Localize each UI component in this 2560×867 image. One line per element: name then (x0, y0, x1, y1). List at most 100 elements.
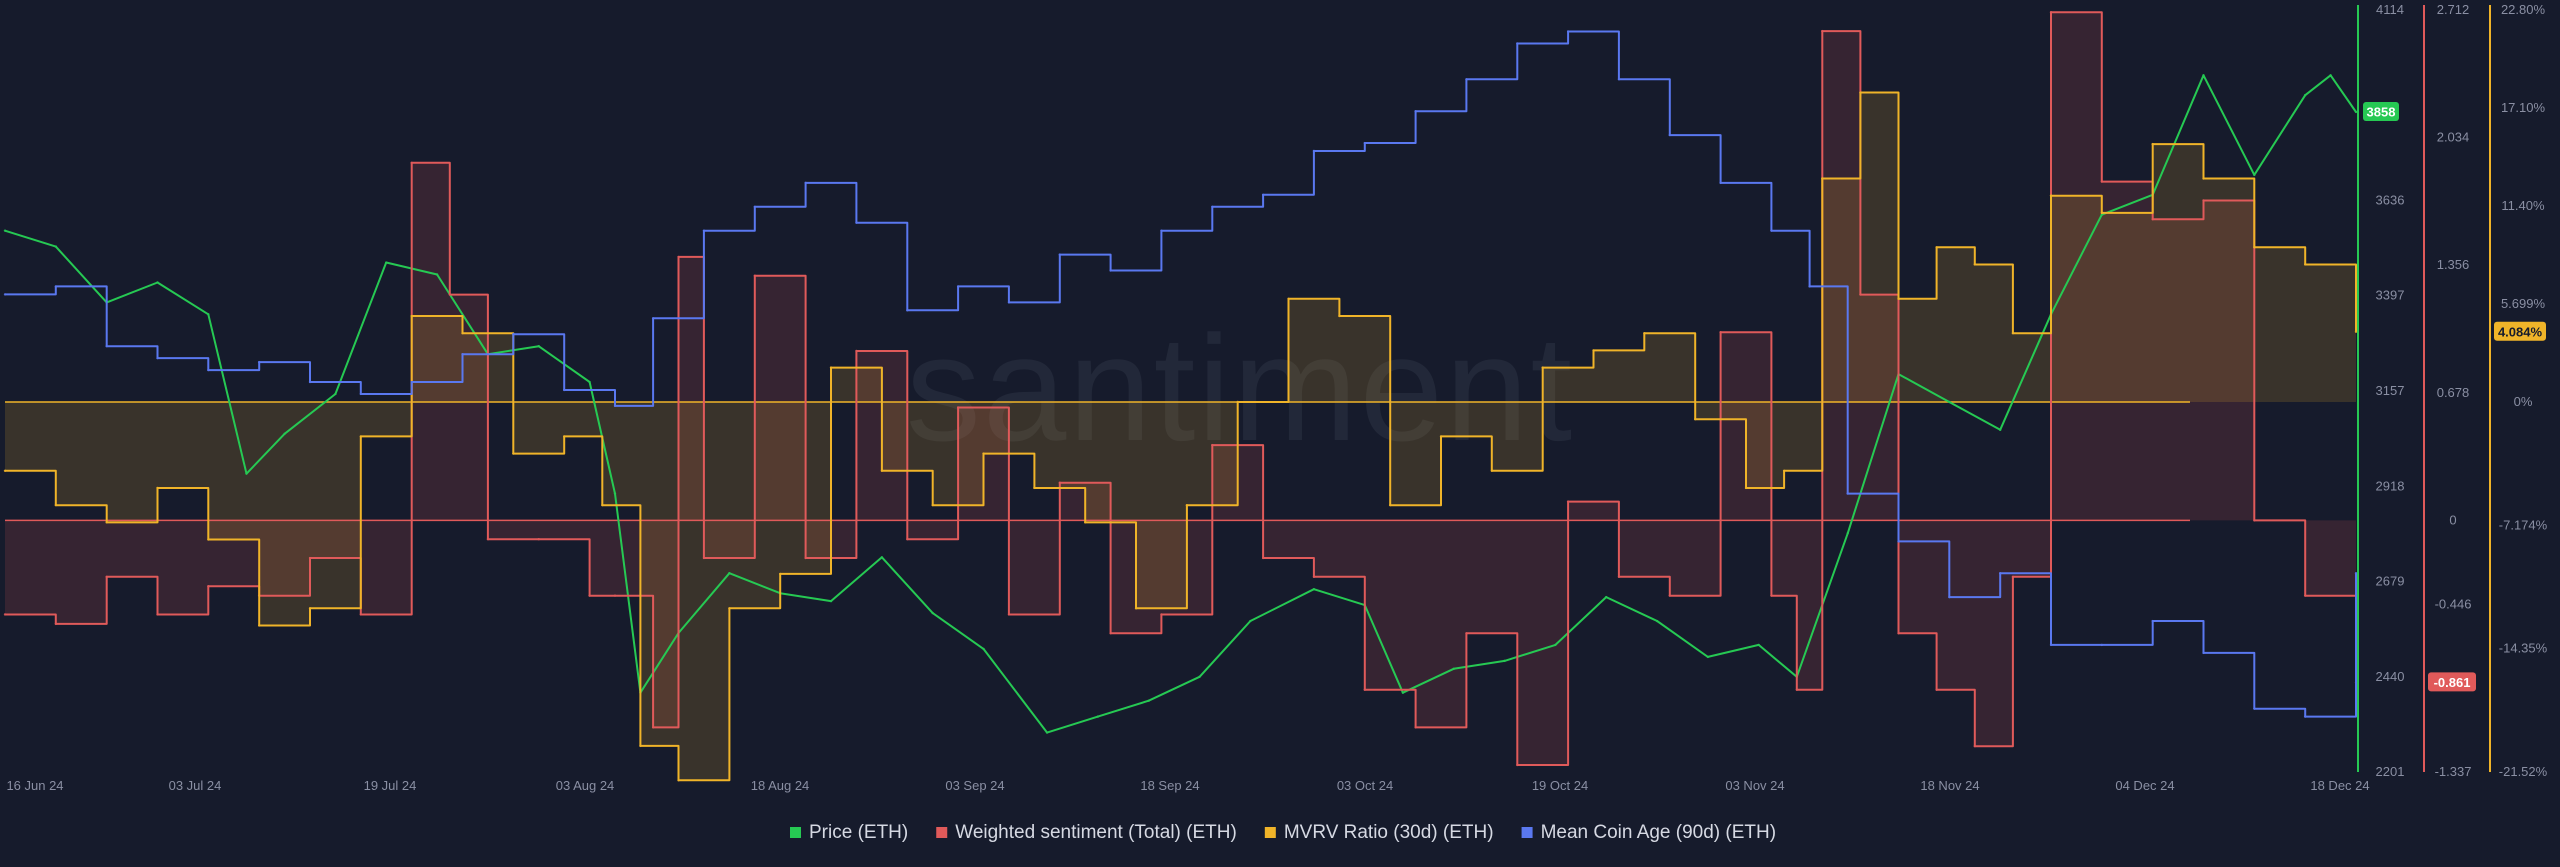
x-axis-ticks: 16 Jun 24 03 Jul 24 19 Jul 24 03 Aug 24 18 A… (6, 778, 2369, 793)
series-point-0 (588, 380, 591, 384)
series-point-2 (1185, 503, 1189, 507)
legend-swatch-0 (790, 827, 801, 838)
series-point-2 (2202, 177, 2205, 180)
series-point-3 (2354, 572, 2358, 575)
series-point-0 (1554, 643, 1557, 647)
series-point-3 (105, 344, 108, 348)
price-value-badge (2363, 101, 2399, 121)
series-point-3 (410, 380, 413, 384)
series-point-0 (1249, 619, 1252, 623)
series-point-2 (2354, 330, 2358, 333)
series-point-3 (461, 352, 464, 356)
series-point-1 (753, 274, 756, 277)
series-point-1 (2151, 218, 2154, 221)
series-point-2 (1859, 91, 1862, 94)
legend-swatch-2 (1264, 827, 1276, 838)
series-point-1 (613, 594, 617, 597)
series-point-1 (1312, 575, 1316, 579)
series-point-2 (1490, 469, 1494, 472)
series-point-2 (1236, 400, 1239, 404)
mvrv-axis-tick: -7.174% (2499, 517, 2548, 532)
mvrv-axis-tick: 17.10% (2501, 100, 2546, 115)
series-point-2 (1693, 417, 1697, 421)
series-point-2 (1592, 349, 1595, 352)
series-point-3 (1312, 149, 1316, 153)
series-point-1 (2303, 594, 2307, 597)
sentiment-axis-tick: 2.034 (2437, 130, 2470, 145)
series-point-3 (2100, 643, 2104, 647)
series-point-3 (3, 293, 7, 296)
price-axis-tick: 3397 (2376, 288, 2405, 303)
series-point-2 (2303, 263, 2307, 266)
series-point-1 (1719, 330, 1722, 334)
series-point-2 (1134, 607, 1138, 610)
series-point-2 (2100, 211, 2104, 215)
series-point-2 (1643, 332, 1646, 335)
series-point-0 (1605, 595, 1608, 599)
series-point-3 (207, 368, 210, 372)
x-tick-label: 03 Oct 24 (1337, 778, 1393, 793)
series-point-3 (1363, 141, 1366, 145)
series-point-1 (105, 575, 108, 579)
series-point-3 (1261, 193, 1265, 197)
series-point-2 (359, 435, 363, 438)
series-point-1 (1109, 632, 1112, 635)
x-tick-label: 03 Sep 24 (945, 778, 1004, 793)
series-fill-2 (5, 92, 2356, 781)
legend-swatch-1 (936, 827, 948, 838)
series-point-1 (537, 538, 540, 541)
series-point-3 (1007, 301, 1011, 304)
series-point-1 (906, 538, 909, 541)
series-point-3 (1465, 78, 1468, 81)
series-point-0 (435, 273, 439, 276)
x-tick-label: 18 Sep 24 (1140, 778, 1199, 793)
series-point-2 (512, 452, 515, 455)
series-point-1 (1795, 688, 1799, 691)
series-point-3 (512, 333, 515, 336)
series-point-3 (1160, 229, 1163, 232)
series-point-1 (156, 613, 159, 616)
series-point-1 (207, 585, 210, 588)
value-badges: 3858 -0.861 4.084% (2363, 101, 2546, 692)
series-point-1 (1566, 500, 1570, 503)
series-point-0 (1998, 428, 2002, 432)
series-lines (3, 11, 2358, 782)
series-point-2 (2011, 332, 2015, 335)
series-point-1 (1465, 632, 1468, 635)
series-point-1 (855, 349, 858, 353)
series-point-2 (1782, 469, 1786, 472)
series-point-3 (1897, 540, 1900, 543)
series-point-3 (1211, 205, 1214, 208)
series-point-2 (1744, 486, 1748, 490)
x-tick-label: 16 Jun 24 (6, 778, 63, 793)
sentiment-axis-tick: -1.337 (2435, 764, 2472, 779)
series-point-1 (1859, 293, 1862, 296)
series-point-0 (1706, 655, 1710, 659)
series-point-0 (1045, 731, 1049, 734)
series-point-1 (448, 293, 451, 296)
series-point-1 (308, 556, 312, 560)
series-point-0 (2202, 74, 2205, 77)
series-point-2 (829, 366, 833, 369)
series-point-1 (1897, 632, 1900, 635)
price-axis-tick: 4114 (2376, 2, 2404, 17)
series-point-1 (1363, 688, 1366, 691)
series-point-1 (486, 538, 490, 541)
series-point-3 (1109, 269, 1112, 272)
series-point-0 (1948, 400, 1951, 404)
series-fills (5, 12, 2356, 781)
series-point-1 (804, 556, 807, 560)
series-point-1 (956, 406, 960, 409)
mvrv-axis-tick: 5.699% (2501, 296, 2546, 311)
series-point-0 (1198, 675, 1201, 678)
series-point-0 (1503, 659, 1506, 663)
mvrv-axis-tick: 0% (2514, 394, 2533, 409)
legend-label-3: Mean Coin Age (90d) (ETH) (1541, 822, 1777, 843)
series-point-1 (1516, 763, 1519, 767)
series-point-2 (410, 314, 413, 318)
series-point-3 (906, 309, 909, 312)
series-point-0 (207, 313, 210, 316)
series-point-3 (562, 388, 566, 392)
x-tick-label: 18 Nov 24 (1920, 778, 1979, 793)
series-point-3 (1770, 229, 1773, 232)
